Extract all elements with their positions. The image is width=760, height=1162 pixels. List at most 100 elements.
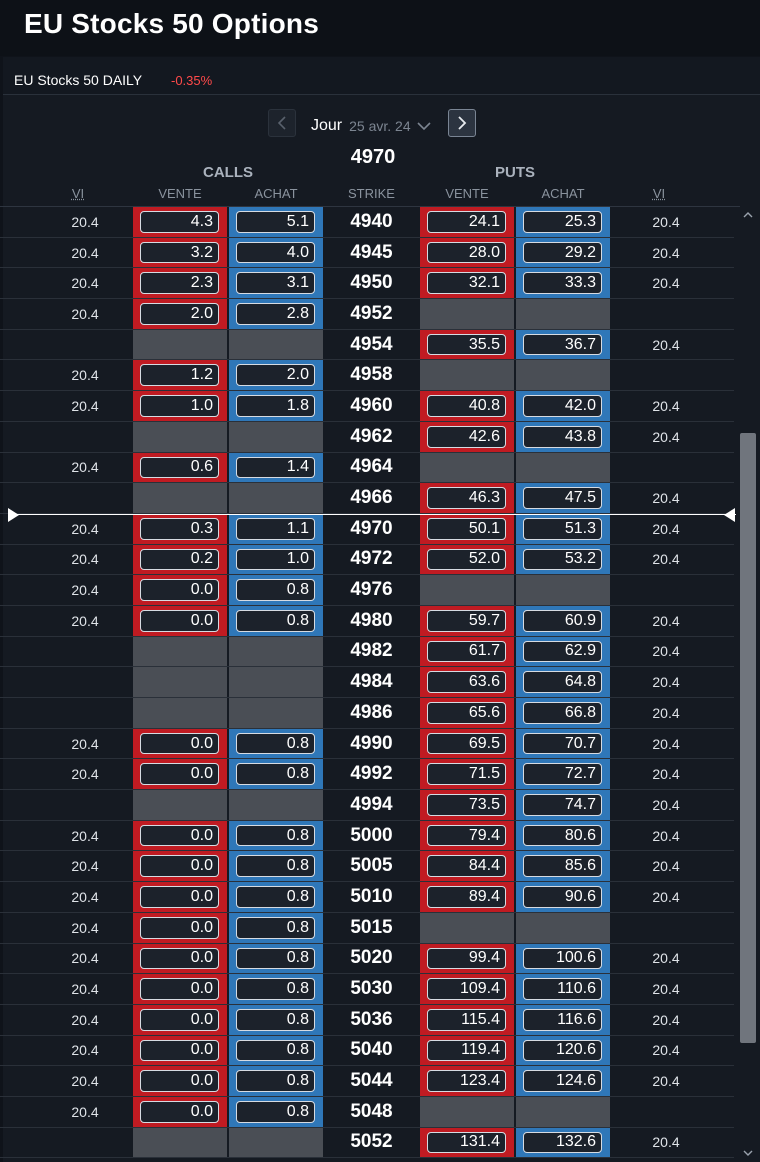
put-buy-price-button[interactable]: 120.6 [523, 1039, 602, 1062]
put-buy-price-button[interactable]: 110.6 [523, 978, 602, 1000]
put-buy-price-button[interactable]: 36.7 [523, 333, 602, 356]
put-sell-price-button[interactable]: 28.0 [427, 241, 506, 264]
call-sell-price-button[interactable]: 0.0 [140, 916, 219, 939]
scroll-up-button[interactable] [740, 207, 756, 221]
put-sell-price-button[interactable]: 79.4 [427, 824, 506, 847]
call-buy-price-button[interactable]: 1.8 [236, 395, 315, 417]
call-sell-price-button[interactable]: 1.2 [140, 364, 219, 387]
put-buy-price-button[interactable]: 29.2 [523, 241, 602, 264]
put-buy-price-button[interactable]: 132.6 [523, 1131, 602, 1154]
call-sell-price-button[interactable]: 0.0 [140, 1070, 219, 1092]
call-buy-price-button[interactable]: 0.8 [236, 1008, 315, 1031]
put-sell-price-button[interactable]: 46.3 [427, 487, 506, 509]
scrollbar-thumb[interactable] [740, 433, 756, 1043]
put-buy-price-button[interactable]: 64.8 [523, 671, 602, 693]
call-buy-price-button[interactable]: 2.8 [236, 303, 315, 325]
call-buy-price-button[interactable]: 0.8 [236, 732, 315, 755]
put-sell-price-button[interactable]: 59.7 [427, 609, 506, 632]
call-buy-price-button[interactable]: 1.1 [236, 517, 315, 540]
put-sell-price-button[interactable]: 35.5 [427, 333, 506, 356]
put-buy-price-button[interactable]: 62.9 [523, 640, 602, 663]
call-sell-price-button[interactable]: 0.0 [140, 1100, 219, 1123]
put-sell-price-button[interactable]: 24.1 [427, 211, 506, 233]
call-buy-price-button[interactable]: 0.8 [236, 824, 315, 847]
call-buy-price-button[interactable]: 0.8 [236, 947, 315, 970]
call-buy-price-button[interactable]: 0.8 [236, 1039, 315, 1062]
call-vi-header[interactable]: VI [71, 186, 85, 201]
put-sell-price-button[interactable]: 119.4 [427, 1039, 506, 1062]
call-sell-price-button[interactable]: 0.0 [140, 1039, 219, 1062]
put-sell-price-button[interactable]: 50.1 [427, 517, 506, 540]
put-buy-price-button[interactable]: 72.7 [523, 763, 602, 786]
put-sell-price-button[interactable]: 89.4 [427, 886, 506, 908]
call-buy-price-button[interactable]: 0.8 [236, 609, 315, 632]
put-sell-price-button[interactable]: 52.0 [427, 548, 506, 571]
call-sell-price-button[interactable]: 1.0 [140, 395, 219, 417]
put-sell-price-button[interactable]: 109.4 [427, 978, 506, 1000]
prev-expiry-button[interactable] [268, 109, 296, 137]
call-sell-price-button[interactable]: 2.0 [140, 303, 219, 325]
call-buy-price-button[interactable]: 0.8 [236, 886, 315, 908]
put-buy-price-button[interactable]: 43.8 [523, 425, 602, 448]
put-sell-price-button[interactable]: 65.6 [427, 702, 506, 724]
put-sell-price-button[interactable]: 123.4 [427, 1070, 506, 1092]
put-sell-price-button[interactable]: 99.4 [427, 947, 506, 970]
call-sell-price-button[interactable]: 0.0 [140, 947, 219, 970]
call-buy-price-button[interactable]: 0.8 [236, 1100, 315, 1123]
call-sell-price-button[interactable]: 0.3 [140, 517, 219, 540]
call-sell-price-button[interactable]: 4.3 [140, 211, 219, 233]
call-buy-price-button[interactable]: 0.8 [236, 763, 315, 786]
call-buy-price-button[interactable]: 2.0 [236, 364, 315, 387]
put-sell-price-button[interactable]: 61.7 [427, 640, 506, 663]
call-sell-price-button[interactable]: 0.0 [140, 732, 219, 755]
call-buy-price-button[interactable]: 1.4 [236, 456, 315, 479]
put-buy-price-button[interactable]: 53.2 [523, 548, 602, 571]
put-buy-price-button[interactable]: 25.3 [523, 211, 602, 233]
put-buy-price-button[interactable]: 33.3 [523, 272, 602, 295]
put-sell-price-button[interactable]: 131.4 [427, 1131, 506, 1154]
put-sell-price-button[interactable]: 40.8 [427, 395, 506, 417]
call-sell-price-button[interactable]: 3.2 [140, 241, 219, 264]
call-sell-price-button[interactable]: 0.0 [140, 579, 219, 601]
put-buy-price-button[interactable]: 90.6 [523, 886, 602, 908]
put-buy-price-button[interactable]: 80.6 [523, 824, 602, 847]
put-buy-price-button[interactable]: 51.3 [523, 517, 602, 540]
put-buy-price-button[interactable]: 85.6 [523, 855, 602, 878]
put-sell-price-button[interactable]: 115.4 [427, 1008, 506, 1031]
scroll-down-button[interactable] [740, 1146, 756, 1160]
call-sell-price-button[interactable]: 0.0 [140, 1008, 219, 1031]
put-buy-price-button[interactable]: 74.7 [523, 794, 602, 816]
call-sell-price-button[interactable]: 0.0 [140, 855, 219, 878]
put-vi-header[interactable]: VI [652, 186, 666, 201]
put-sell-price-button[interactable]: 63.6 [427, 671, 506, 693]
put-buy-price-button[interactable]: 116.6 [523, 1008, 602, 1031]
call-buy-price-button[interactable]: 3.1 [236, 272, 315, 295]
expiry-selector[interactable]: Jour 25 avr. 24 [311, 116, 431, 136]
call-sell-price-button[interactable]: 0.0 [140, 824, 219, 847]
put-buy-price-button[interactable]: 60.9 [523, 609, 602, 632]
call-sell-price-button[interactable]: 2.3 [140, 272, 219, 295]
call-buy-price-button[interactable]: 1.0 [236, 548, 315, 571]
call-buy-price-button[interactable]: 0.8 [236, 916, 315, 939]
next-expiry-button[interactable] [448, 109, 476, 137]
call-buy-price-button[interactable]: 0.8 [236, 579, 315, 601]
put-buy-price-button[interactable]: 66.8 [523, 702, 602, 724]
put-sell-price-button[interactable]: 69.5 [427, 732, 506, 755]
call-buy-price-button[interactable]: 0.8 [236, 978, 315, 1000]
call-buy-price-button[interactable]: 0.8 [236, 855, 315, 878]
put-buy-price-button[interactable]: 100.6 [523, 947, 602, 970]
put-buy-price-button[interactable]: 47.5 [523, 487, 602, 509]
call-buy-price-button[interactable]: 5.1 [236, 211, 315, 233]
call-buy-price-button[interactable]: 0.8 [236, 1070, 315, 1092]
put-buy-price-button[interactable]: 42.0 [523, 395, 602, 417]
call-sell-price-button[interactable]: 0.0 [140, 609, 219, 632]
put-sell-price-button[interactable]: 71.5 [427, 763, 506, 786]
put-sell-price-button[interactable]: 84.4 [427, 855, 506, 878]
call-sell-price-button[interactable]: 0.0 [140, 886, 219, 908]
put-sell-price-button[interactable]: 32.1 [427, 272, 506, 295]
put-buy-price-button[interactable]: 70.7 [523, 732, 602, 755]
call-sell-price-button[interactable]: 0.2 [140, 548, 219, 571]
call-sell-price-button[interactable]: 0.0 [140, 763, 219, 786]
put-sell-price-button[interactable]: 73.5 [427, 794, 506, 816]
put-buy-price-button[interactable]: 124.6 [523, 1070, 602, 1092]
